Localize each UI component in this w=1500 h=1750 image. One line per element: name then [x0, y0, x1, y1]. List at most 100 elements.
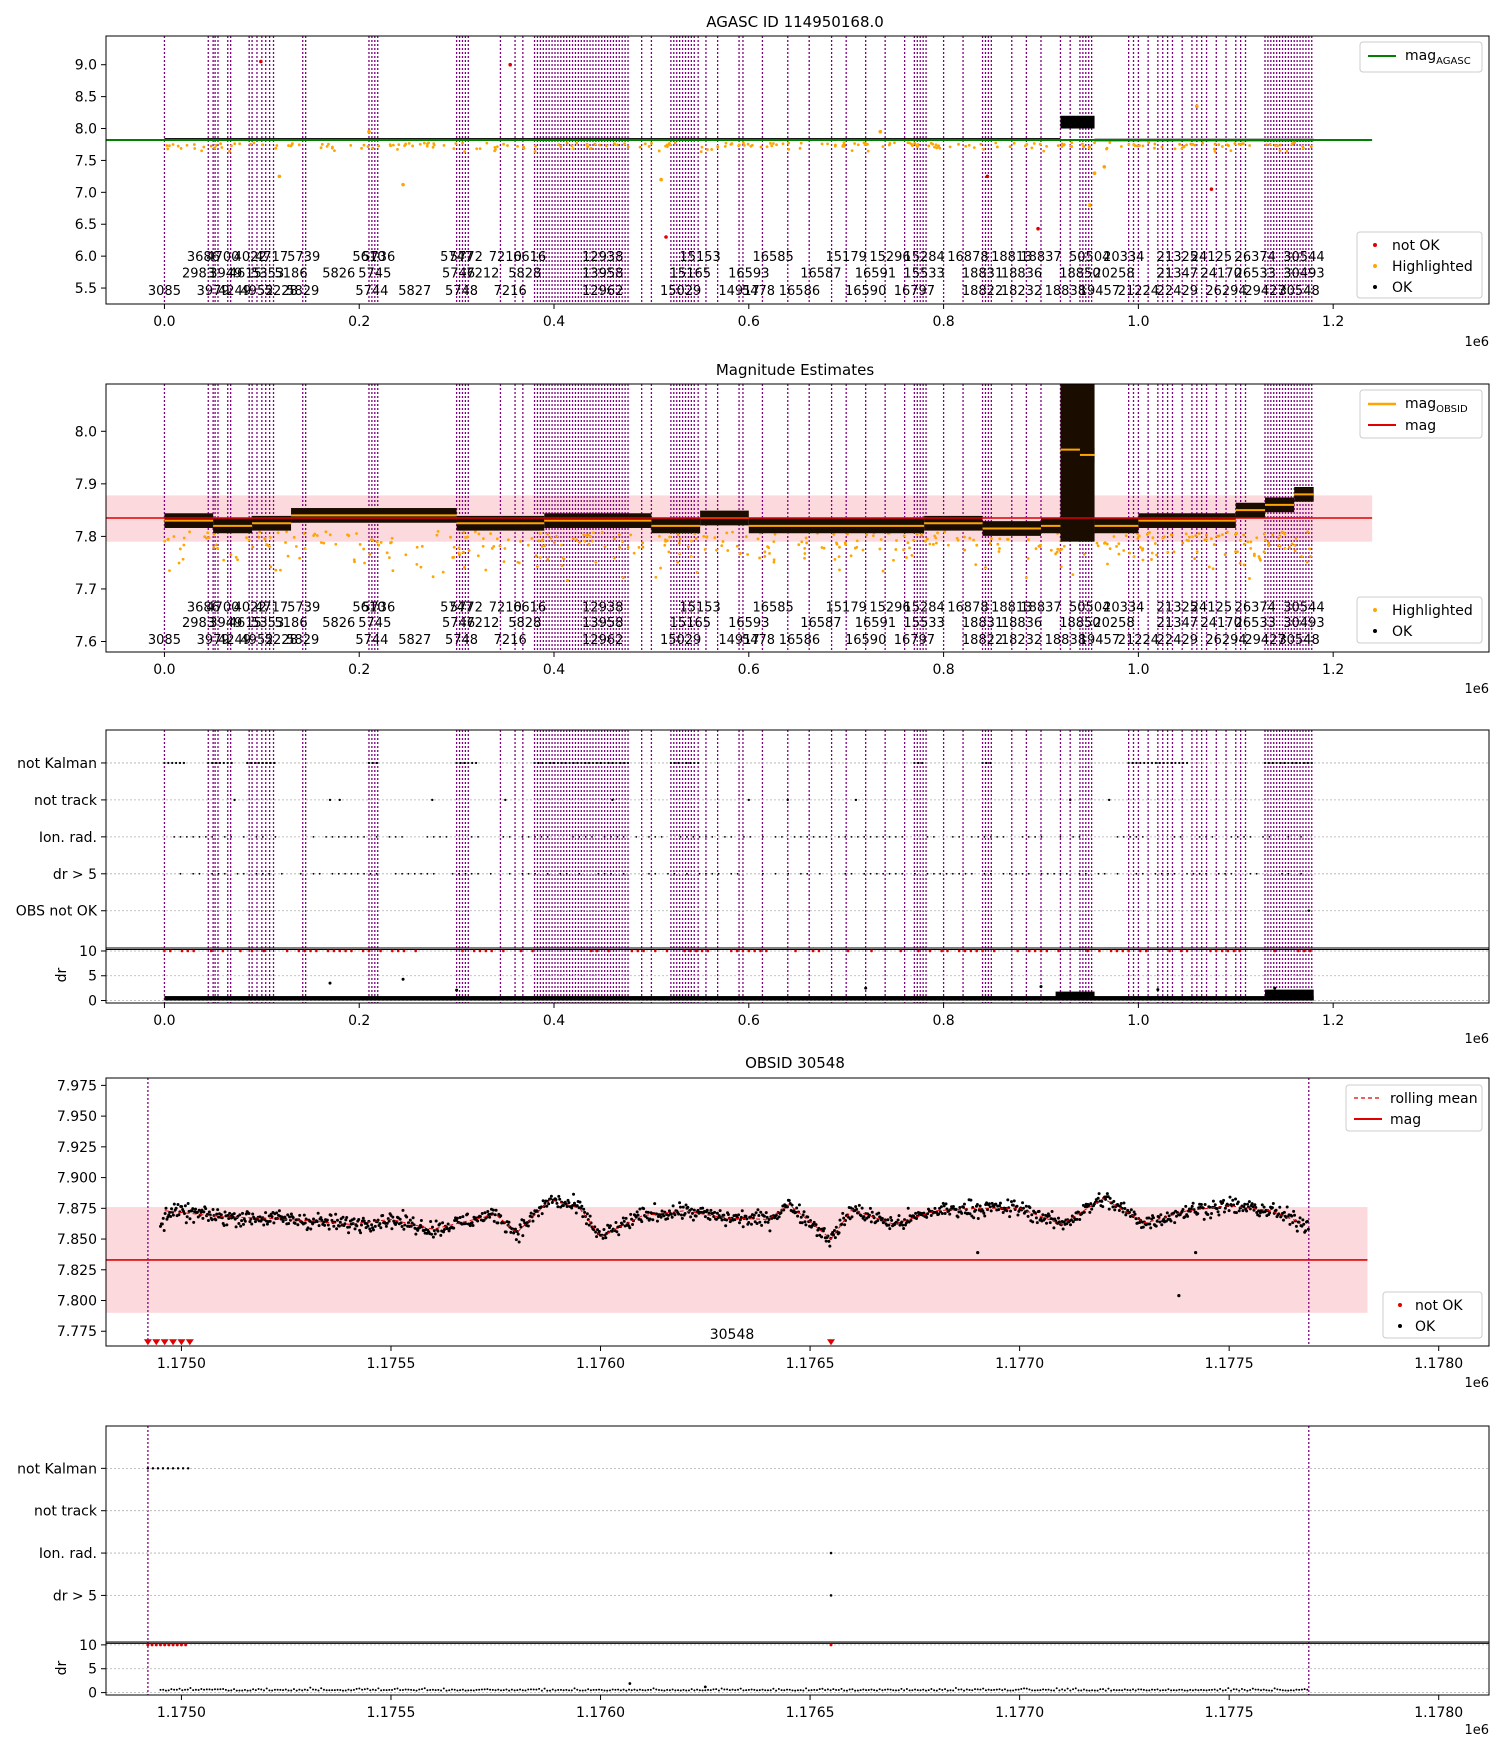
flag-point [261, 761, 264, 765]
flag-point [983, 872, 986, 875]
dr-point [1208, 1689, 1211, 1692]
highlighted-point [723, 145, 727, 148]
flag-row-label: not track [34, 793, 98, 809]
ok-point [624, 1216, 628, 1220]
dr-not-ok-point [642, 949, 645, 953]
highlighted-point [1092, 171, 1097, 175]
dr-point [922, 1688, 925, 1691]
flag-point [556, 761, 560, 765]
ok-point [752, 1213, 756, 1217]
highlighted-point [431, 575, 435, 579]
highlighted-point [247, 538, 251, 542]
dr-point [554, 1689, 557, 1692]
ok-point [855, 1207, 859, 1211]
dr-not-ok-point [1296, 949, 1300, 953]
highlighted-point [1273, 143, 1277, 147]
flag-point [261, 835, 264, 838]
ok-point [293, 1221, 297, 1225]
obsid-annotation: 4700 [206, 600, 239, 615]
flag-point [534, 872, 536, 875]
dr-point [1238, 1689, 1241, 1692]
highlighted-point [1071, 573, 1075, 577]
ok-points-band [1060, 115, 1095, 129]
dr-point [805, 1687, 808, 1690]
dr-not-ok-point [367, 949, 371, 953]
ok-point [182, 1212, 186, 1216]
ok-point [939, 1205, 943, 1209]
highlighted-point [1155, 553, 1159, 557]
obsid-annotation: 16585 [752, 250, 793, 265]
highlighted-point [804, 536, 808, 540]
flag-point [255, 835, 258, 838]
obsid-annotation: 5746 [442, 616, 475, 631]
ok-point [554, 1198, 558, 1202]
dr-not-ok-point [184, 1643, 188, 1647]
flag-point [1170, 761, 1173, 765]
flag-point [426, 835, 429, 838]
ok-point [550, 1201, 554, 1205]
flag-point [1205, 872, 1207, 875]
flag-point [921, 761, 924, 765]
ok-point [1268, 1211, 1272, 1215]
dr-point [502, 1689, 505, 1692]
dr-point [453, 1688, 456, 1691]
flag-point [806, 872, 809, 875]
dr-point [350, 1689, 353, 1692]
highlighted-point [495, 537, 499, 541]
flag-point [1255, 872, 1258, 875]
dr-point [1104, 1689, 1107, 1692]
ok-point [635, 1210, 639, 1214]
dr-point [162, 1688, 165, 1691]
highlighted-point [534, 144, 537, 148]
ok-point [725, 1218, 729, 1222]
ok-point [827, 1239, 831, 1243]
ok-point [834, 1225, 838, 1229]
flag-point [819, 872, 821, 875]
ok-point [584, 1222, 588, 1226]
highlighted-point [388, 143, 392, 147]
highlighted-point [626, 545, 630, 549]
highlighted-point [667, 141, 671, 145]
ok-point [1222, 1210, 1226, 1214]
flag-point [328, 798, 332, 802]
highlighted-point [1062, 143, 1066, 147]
highlighted-point [463, 566, 466, 569]
ok-point [655, 1219, 659, 1223]
highlighted-point [699, 150, 703, 154]
flag-point [913, 872, 916, 875]
flag-point [622, 835, 625, 838]
flag-point [217, 872, 220, 875]
dr-point [856, 1689, 859, 1692]
dr-point [1121, 1689, 1124, 1692]
flag-point [1178, 761, 1181, 765]
highlighted-point [441, 570, 445, 574]
ok-point [160, 1222, 164, 1226]
dr-point [946, 1689, 949, 1692]
flag-point [989, 761, 992, 765]
ok-point [199, 1210, 203, 1214]
highlighted-point [1278, 544, 1282, 548]
dr-point [1186, 1689, 1189, 1692]
flag-point [471, 761, 474, 765]
flag-point [1154, 761, 1158, 765]
ok-point [670, 1215, 674, 1219]
ok-point [841, 1211, 845, 1215]
dr-point [1047, 1688, 1050, 1691]
flag-point [175, 761, 178, 765]
dr-point [707, 1688, 710, 1691]
highlighted-point [1209, 537, 1213, 540]
dr-tick-label: 0 [88, 994, 97, 1010]
ok-point [658, 1213, 662, 1217]
dr-not-ok-point [975, 949, 979, 953]
dr-not-ok-point [928, 949, 932, 953]
dr-point [933, 1689, 936, 1692]
highlighted-point [1112, 535, 1116, 538]
dr-point [1077, 1689, 1080, 1692]
highlighted-point [1032, 142, 1036, 145]
dr-point [1289, 1689, 1292, 1692]
highlighted-point [284, 541, 287, 544]
agasc-axes-frame [105, 35, 1490, 305]
highlighted-point [832, 532, 836, 536]
flag-point [1211, 835, 1214, 838]
